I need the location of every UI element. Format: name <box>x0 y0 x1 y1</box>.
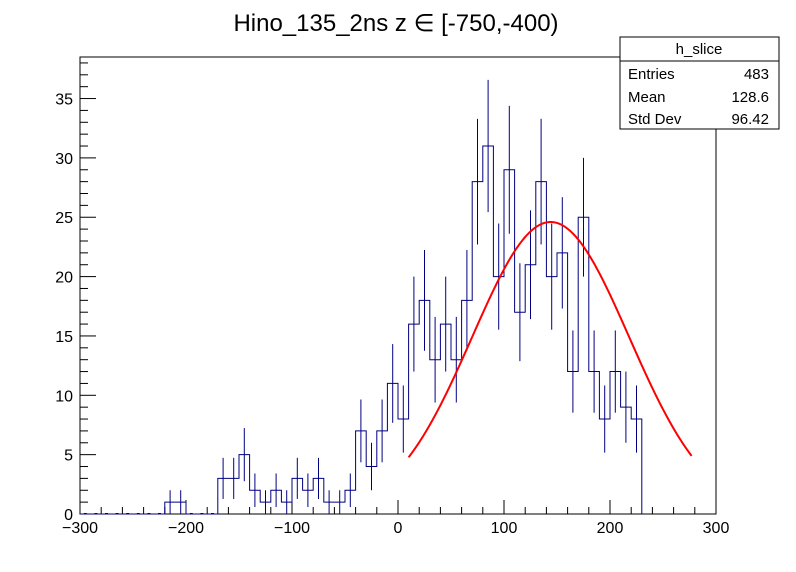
histogram-outline <box>80 145 643 515</box>
y-tick-label: 20 <box>55 270 73 287</box>
stats-mean-label: Mean <box>628 89 666 106</box>
y-tick-label: 25 <box>55 210 73 227</box>
stats-box-frame <box>619 36 780 130</box>
y-tick-label: 10 <box>55 388 73 405</box>
y-tick-label: 0 <box>64 507 73 524</box>
stats-stddev-label: Std Dev <box>628 111 682 128</box>
x-axis: −300 −200 −100 0 100 200 300 <box>62 500 729 537</box>
gaussian-fit <box>407 220 693 458</box>
y-tick-label: 30 <box>55 151 73 168</box>
stats-box: h_slice Entries 483 Mean 128.6 Std Dev 9… <box>619 36 780 130</box>
x-tick-label: −200 <box>168 520 204 537</box>
y-axis: 0 5 10 15 20 25 30 35 <box>55 62 96 524</box>
x-tick-label: −300 <box>62 520 98 537</box>
stats-mean-value: 128.6 <box>731 89 769 106</box>
x-tick-label: −100 <box>274 520 310 537</box>
x-tick-label: 100 <box>491 520 518 537</box>
y-tick-label: 5 <box>64 448 73 465</box>
fit-curve <box>407 220 693 458</box>
stats-name: h_slice <box>676 41 723 58</box>
y-tick-label: 35 <box>55 92 73 109</box>
y-tick-label: 15 <box>55 329 73 346</box>
stats-stddev-value: 96.42 <box>731 111 769 128</box>
stats-entries-value: 483 <box>744 66 769 83</box>
x-tick-label: 300 <box>703 520 730 537</box>
error-bars <box>83 79 637 514</box>
stats-entries-label: Entries <box>628 66 675 83</box>
histogram-series <box>80 145 643 515</box>
x-tick-label: 0 <box>394 520 403 537</box>
x-tick-label: 200 <box>597 520 624 537</box>
chart-title: Hino_135_2ns z ∈ [-750,-400) <box>233 10 558 37</box>
